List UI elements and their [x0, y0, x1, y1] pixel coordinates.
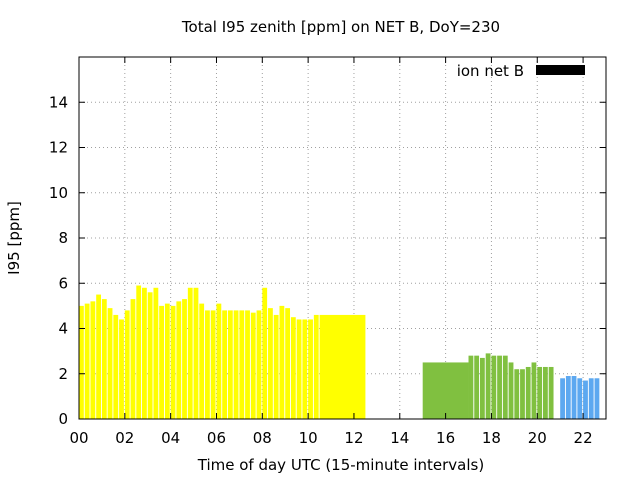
bar	[256, 310, 262, 419]
bar	[142, 287, 147, 419]
bar	[479, 357, 485, 419]
x-tick-label: 16	[436, 429, 455, 447]
bar	[159, 305, 165, 419]
x-axis-label: Time of day UTC (15-minute intervals)	[197, 456, 484, 474]
bar	[101, 299, 107, 419]
x-tick-label: 04	[161, 429, 180, 447]
bars	[79, 285, 600, 419]
bar	[468, 355, 474, 419]
bar	[571, 376, 577, 419]
bar	[308, 319, 313, 419]
y-tick-label: 10	[49, 184, 68, 202]
bar	[588, 378, 594, 419]
bar	[107, 308, 113, 419]
bar	[565, 376, 571, 419]
y-tick-label: 14	[49, 93, 68, 111]
x-tick-label: 06	[207, 429, 226, 447]
bar	[250, 312, 256, 419]
bar	[514, 369, 520, 419]
bar	[531, 362, 537, 419]
bar	[233, 310, 239, 419]
bar	[205, 310, 210, 419]
y-tick-label: 12	[49, 139, 68, 157]
x-tick-label: 20	[528, 429, 547, 447]
y-tick-label: 6	[58, 274, 68, 292]
bar	[96, 294, 101, 419]
bar	[79, 305, 84, 419]
bar-block	[422, 362, 469, 419]
bar	[262, 287, 268, 419]
bar	[130, 299, 136, 419]
bar	[227, 310, 233, 419]
bar	[164, 303, 170, 419]
bar	[502, 355, 508, 419]
bar	[84, 303, 90, 419]
bar-block	[319, 314, 366, 419]
legend-swatch	[536, 65, 585, 75]
bar	[285, 308, 291, 419]
bar	[147, 292, 153, 419]
x-tick-label: 08	[253, 429, 272, 447]
bar	[193, 287, 199, 419]
y-tick-label: 4	[58, 320, 68, 338]
bar	[273, 314, 279, 419]
x-tick-label: 10	[299, 429, 318, 447]
y-axis-label: I95 [ppm]	[5, 201, 23, 275]
y-tick-label: 2	[58, 365, 68, 383]
bar	[239, 310, 245, 419]
bar	[508, 362, 514, 419]
bar	[577, 378, 583, 419]
bar	[182, 299, 187, 419]
chart-title: Total I95 zenith [ppm] on NET B, DoY=230	[181, 18, 500, 36]
legend-label: ion net B	[457, 62, 524, 80]
bar	[302, 319, 308, 419]
bar	[542, 366, 548, 419]
bar	[176, 301, 182, 419]
bar	[136, 285, 142, 419]
bar	[187, 287, 193, 419]
bar	[268, 308, 273, 419]
bar	[153, 287, 159, 419]
bar	[583, 380, 588, 419]
y-tick-label: 8	[58, 229, 68, 247]
legend: ion net B	[457, 62, 585, 80]
bar	[170, 305, 176, 419]
x-tick-label: 02	[115, 429, 134, 447]
bar	[124, 310, 130, 419]
bar	[520, 369, 525, 419]
bar	[313, 314, 319, 419]
x-tick-label: 14	[390, 429, 409, 447]
bar	[279, 305, 285, 419]
bar	[497, 355, 502, 419]
grid	[79, 57, 606, 419]
bar	[594, 378, 600, 419]
bar	[90, 301, 96, 419]
bar	[474, 355, 480, 419]
bar	[199, 303, 205, 419]
bar	[525, 366, 531, 419]
bar	[296, 319, 302, 419]
x-tick-label: 22	[574, 429, 593, 447]
bar	[113, 314, 119, 419]
bar	[245, 310, 250, 419]
bar	[485, 353, 491, 419]
bar	[560, 378, 565, 419]
bar	[216, 303, 222, 419]
bar	[290, 317, 296, 419]
bar	[210, 310, 216, 419]
x-tick-label: 00	[69, 429, 88, 447]
bar	[119, 319, 124, 419]
bar	[537, 366, 543, 419]
bar	[222, 310, 228, 419]
y-tick-label: 0	[58, 410, 68, 428]
x-tick-label: 12	[344, 429, 363, 447]
x-tick-label: 18	[482, 429, 501, 447]
bar	[491, 355, 497, 419]
bar	[548, 366, 554, 419]
